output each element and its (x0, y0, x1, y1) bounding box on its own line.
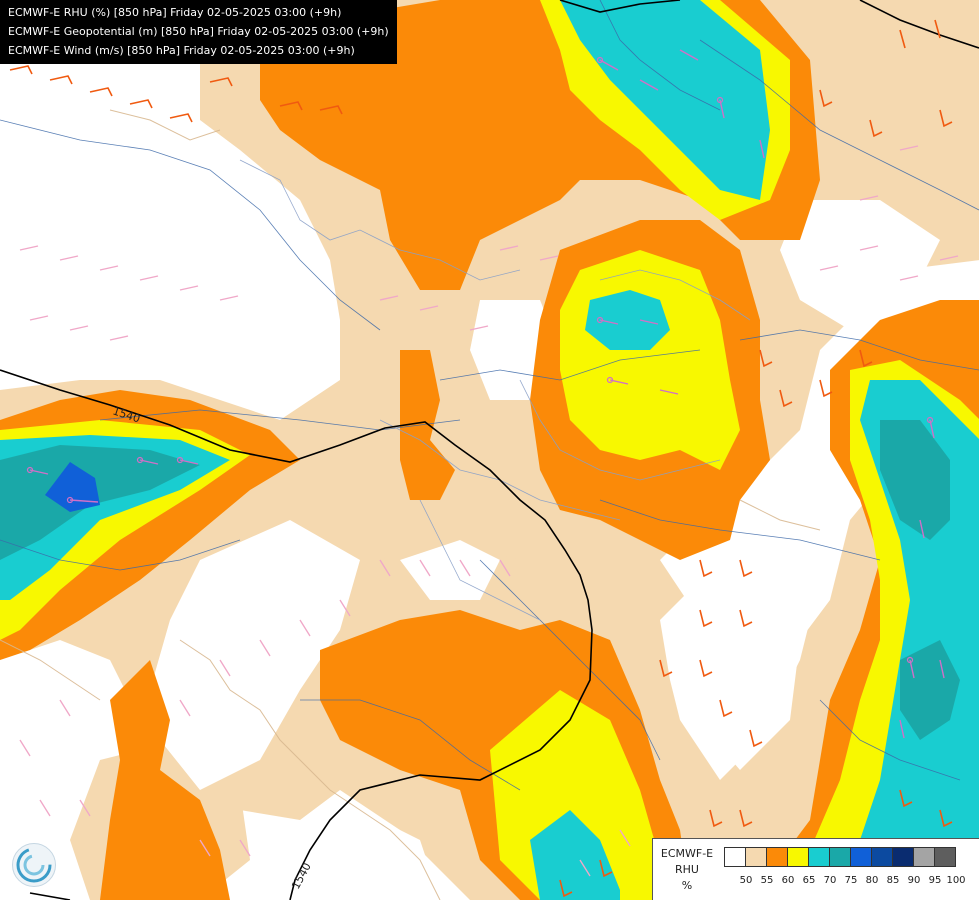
legend-unit: % (681, 879, 693, 892)
wind-calm-markers (26, 56, 934, 664)
legend-swatch (829, 847, 851, 867)
rhu-legend: ECMWF-E RHU % 50 55 60 65 70 75 80 85 90 95 100 (652, 838, 979, 900)
legend-tick-label: 95 (928, 875, 942, 886)
coast-lines (0, 109, 821, 900)
title-wind: ECMWF-E Wind (m/s) [850 hPa] Friday 02-0… (8, 44, 355, 57)
title-rhu: ECMWF-E RHU (%) [850 hPa] Friday 02-05-2… (8, 6, 342, 19)
legend-tick-label: 90 (907, 875, 921, 886)
legend-model: ECMWF-E (660, 847, 714, 860)
river-lines (0, 0, 979, 791)
legend-tick-label: 85 (886, 875, 900, 886)
legend-swatch (913, 847, 935, 867)
legend-tick-label: 70 (823, 875, 837, 886)
legend-tick-label: 60 (781, 875, 795, 886)
title-geopotential: ECMWF-E Geopotential (m) [850 hPa] Frida… (8, 25, 389, 38)
legend-swatch (745, 847, 767, 867)
legend-swatch (766, 847, 788, 867)
legend-swatch (871, 847, 893, 867)
map-title-box: ECMWF-E RHU (%) [850 hPa] Friday 02-05-2… (0, 0, 397, 64)
legend-swatch (808, 847, 830, 867)
legend-tick-label: 50 (739, 875, 753, 886)
legend-swatches (724, 847, 956, 867)
wind-barbs-orange (9, 19, 953, 898)
legend-swatch (787, 847, 809, 867)
legend-swatch (934, 847, 956, 867)
legend-tick-label: 65 (802, 875, 816, 886)
legend-tick-label: 80 (865, 875, 879, 886)
rhu-band-75 (0, 420, 960, 740)
legend-swatch (850, 847, 872, 867)
legend-variable: RHU (675, 863, 699, 876)
legend-swatch (892, 847, 914, 867)
legend-tick-label: 100 (946, 875, 966, 886)
legend-ticks: 50 55 60 65 70 75 80 85 90 95 100 (725, 875, 979, 889)
legend-swatch (724, 847, 746, 867)
wind-barbs-pink (19, 145, 959, 877)
legend-tick-label: 55 (760, 875, 774, 886)
rhu-band-below-50 (0, 160, 940, 900)
meteo-swirl-icon (12, 843, 56, 887)
rhu-band-80 (45, 462, 100, 512)
legend-tick-label: 75 (844, 875, 858, 886)
